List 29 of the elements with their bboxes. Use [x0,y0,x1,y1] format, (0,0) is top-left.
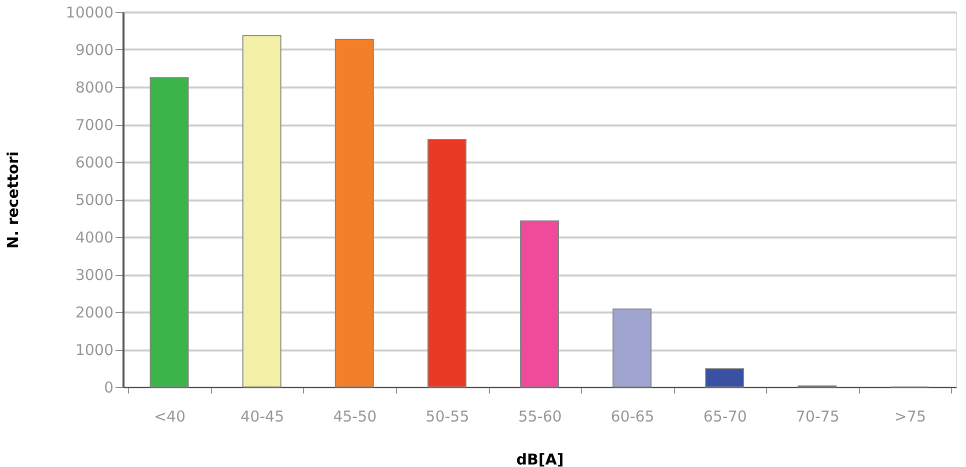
x-tick-label: 65-70 [703,408,747,426]
x-tick-label: 55-60 [518,408,562,426]
y-tick-label: 4000 [75,228,114,246]
x-tick-label: >75 [894,408,926,426]
y-tick-label: 2000 [75,304,114,322]
y-tick-label: 8000 [75,78,114,96]
x-tick-label: <40 [154,408,186,426]
bar [150,77,189,388]
x-tick-label: 45-50 [333,408,377,426]
y-tick-label: 3000 [75,266,114,284]
y-axis-title: N. recettori [4,151,22,249]
x-tick-label: 70-75 [796,408,840,426]
y-tick-label: 7000 [75,116,114,134]
y-tick-label: 5000 [75,191,114,209]
bar [427,139,466,388]
bar [520,220,559,388]
y-tick-label: 10000 [66,4,114,22]
y-tick-label: 1000 [75,341,114,359]
bar [705,368,744,388]
y-tick-label: 6000 [75,154,114,172]
x-tick-label: 40-45 [240,408,284,426]
x-tick-label: 60-65 [610,408,654,426]
bar [334,38,374,388]
y-tick-label: 0 [104,378,114,396]
bar [612,308,652,388]
x-tick-label: 50-55 [426,408,470,426]
bar [242,35,282,388]
x-axis-title: dB[A] [516,450,564,467]
y-tick-label: 9000 [75,41,114,59]
